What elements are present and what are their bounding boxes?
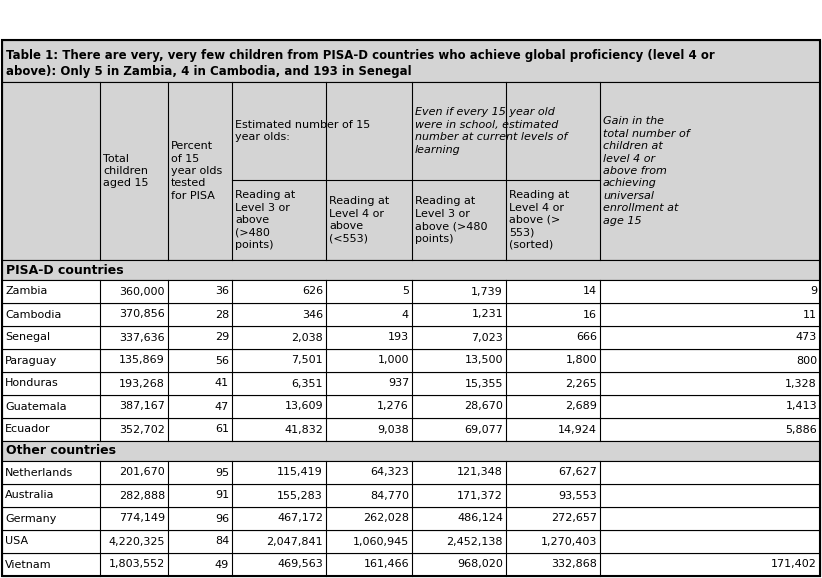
Text: 2,038: 2,038 — [291, 332, 323, 343]
Text: 61: 61 — [215, 424, 229, 435]
Text: 1,000: 1,000 — [377, 355, 409, 365]
Text: 69,077: 69,077 — [464, 424, 503, 435]
Text: 272,657: 272,657 — [551, 513, 597, 524]
Text: Paraguay: Paraguay — [5, 355, 58, 365]
Text: 937: 937 — [388, 379, 409, 388]
Text: Zambia: Zambia — [5, 287, 48, 297]
Text: 370,856: 370,856 — [119, 309, 165, 320]
Text: Cambodia: Cambodia — [5, 309, 62, 320]
Text: 1,803,552: 1,803,552 — [109, 560, 165, 569]
Text: 968,020: 968,020 — [457, 560, 503, 569]
Text: 1,276: 1,276 — [377, 402, 409, 412]
Bar — [2, 326, 820, 349]
Text: 84,770: 84,770 — [370, 491, 409, 501]
Bar — [2, 372, 820, 395]
Text: 155,283: 155,283 — [277, 491, 323, 501]
Text: 47: 47 — [215, 402, 229, 412]
Text: 96: 96 — [215, 513, 229, 524]
Text: Table 1: There are very, very few children from PISA-D countries who achieve glo: Table 1: There are very, very few childr… — [6, 50, 715, 62]
Bar — [2, 530, 820, 553]
Text: Total
children
aged 15: Total children aged 15 — [103, 154, 149, 188]
Text: 15,355: 15,355 — [464, 379, 503, 388]
Text: Estimated number of 15
year olds:: Estimated number of 15 year olds: — [235, 120, 370, 142]
Text: above): Only 5 in Zambia, 4 in Cambodia, and 193 in Senegal: above): Only 5 in Zambia, 4 in Cambodia,… — [6, 65, 412, 78]
Text: 41,832: 41,832 — [284, 424, 323, 435]
Text: 473: 473 — [796, 332, 817, 343]
Text: 171,372: 171,372 — [457, 491, 503, 501]
Text: 161,466: 161,466 — [363, 560, 409, 569]
Text: 5,886: 5,886 — [785, 424, 817, 435]
Text: 95: 95 — [215, 468, 229, 477]
Text: 1,739: 1,739 — [471, 287, 503, 297]
Text: 2,265: 2,265 — [566, 379, 597, 388]
Text: Reading at
Level 3 or
above
(>480
points): Reading at Level 3 or above (>480 points… — [235, 190, 295, 250]
Text: 13,500: 13,500 — [464, 355, 503, 365]
Text: 121,348: 121,348 — [457, 468, 503, 477]
Bar — [2, 349, 820, 372]
Bar — [2, 441, 820, 461]
Text: 11: 11 — [803, 309, 817, 320]
Text: Reading at
Level 4 or
above
(<553): Reading at Level 4 or above (<553) — [329, 197, 390, 243]
Text: 49: 49 — [215, 560, 229, 569]
Text: 332,868: 332,868 — [551, 560, 597, 569]
Bar — [2, 507, 820, 530]
Text: 115,419: 115,419 — [277, 468, 323, 477]
Text: Germany: Germany — [5, 513, 57, 524]
Text: PISA-D countries: PISA-D countries — [6, 264, 123, 276]
Bar — [2, 461, 820, 484]
Text: 800: 800 — [796, 355, 817, 365]
Text: 193: 193 — [388, 332, 409, 343]
Text: 14: 14 — [583, 287, 597, 297]
Text: 2,047,841: 2,047,841 — [266, 536, 323, 547]
Text: Reading at
Level 4 or
above (>
553)
(sorted): Reading at Level 4 or above (> 553) (sor… — [509, 190, 570, 250]
Bar — [2, 395, 820, 418]
Text: USA: USA — [5, 536, 28, 547]
Text: 67,627: 67,627 — [558, 468, 597, 477]
Bar — [2, 303, 820, 326]
Text: 5: 5 — [402, 287, 409, 297]
Text: 467,172: 467,172 — [277, 513, 323, 524]
Text: Other countries: Other countries — [6, 444, 116, 458]
Text: Vietnam: Vietnam — [5, 560, 52, 569]
Text: 28,670: 28,670 — [464, 402, 503, 412]
Text: 7,501: 7,501 — [291, 355, 323, 365]
Text: 262,028: 262,028 — [363, 513, 409, 524]
Text: 84: 84 — [215, 536, 229, 547]
Text: Honduras: Honduras — [5, 379, 58, 388]
Text: 16: 16 — [583, 309, 597, 320]
Text: 1,270,403: 1,270,403 — [541, 536, 597, 547]
Text: 2,452,138: 2,452,138 — [446, 536, 503, 547]
Text: Ecuador: Ecuador — [5, 424, 51, 435]
Text: 282,888: 282,888 — [118, 491, 165, 501]
Text: Even if every 15 year old
were in school, estimated
number at current levels of
: Even if every 15 year old were in school… — [415, 108, 567, 154]
Text: 135,869: 135,869 — [119, 355, 165, 365]
Text: 626: 626 — [302, 287, 323, 297]
Text: 486,124: 486,124 — [457, 513, 503, 524]
Text: 4,220,325: 4,220,325 — [109, 536, 165, 547]
Text: 41: 41 — [215, 379, 229, 388]
Bar — [2, 553, 820, 576]
Text: 387,167: 387,167 — [119, 402, 165, 412]
Text: 1,800: 1,800 — [566, 355, 597, 365]
Text: Gain in the
total number of
children at
level 4 or
above from
achieving
universa: Gain in the total number of children at … — [603, 116, 690, 225]
Text: 193,268: 193,268 — [119, 379, 165, 388]
Text: Australia: Australia — [5, 491, 54, 501]
Text: 4: 4 — [402, 309, 409, 320]
Text: 171,402: 171,402 — [771, 560, 817, 569]
Text: 1,328: 1,328 — [785, 379, 817, 388]
Bar — [2, 82, 820, 260]
Text: 337,636: 337,636 — [119, 332, 165, 343]
Text: 13,609: 13,609 — [284, 402, 323, 412]
Text: 14,924: 14,924 — [558, 424, 597, 435]
Text: Reading at
Level 3 or
above (>480
points): Reading at Level 3 or above (>480 points… — [415, 197, 487, 243]
Text: 346: 346 — [302, 309, 323, 320]
Text: 666: 666 — [576, 332, 597, 343]
Text: 469,563: 469,563 — [277, 560, 323, 569]
Text: 1,060,945: 1,060,945 — [353, 536, 409, 547]
Text: 9: 9 — [810, 287, 817, 297]
Bar — [2, 418, 820, 441]
Text: 64,323: 64,323 — [370, 468, 409, 477]
Text: 9,038: 9,038 — [377, 424, 409, 435]
Text: 36: 36 — [215, 287, 229, 297]
Text: 352,702: 352,702 — [119, 424, 165, 435]
